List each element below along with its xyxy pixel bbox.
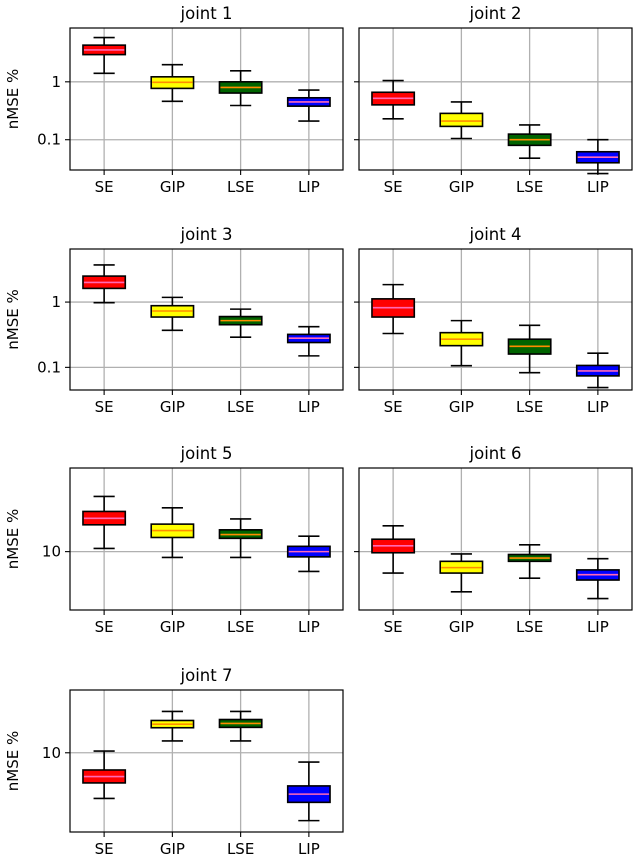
axes-frame xyxy=(358,27,633,171)
y-axis-label: nMSE % xyxy=(4,289,22,349)
y-tick-label: 1 xyxy=(51,293,61,311)
panel-title: joint 5 xyxy=(180,444,233,463)
chart-panel-3: 0.1 1 SE GIP LSE LIP joint 3 nMSE % xyxy=(4,225,344,416)
panel-title: joint 4 xyxy=(469,225,522,244)
box-lse xyxy=(507,124,552,159)
x-tick-label: LSE xyxy=(227,398,254,416)
box-se xyxy=(82,264,127,304)
box-lse xyxy=(507,324,552,374)
axes-frame xyxy=(358,467,633,611)
x-tick-label: GIP xyxy=(160,618,185,636)
chart-panel-6: SE GIP LSE LIP joint 6 xyxy=(354,444,633,636)
box-lse xyxy=(218,518,263,559)
chart-panel-1: 0.1 1 SE GIP LSE LIP joint 1 nMSE % xyxy=(4,4,344,196)
box-gip xyxy=(150,63,195,103)
x-tick-label: LSE xyxy=(516,618,543,636)
panel-title: joint 3 xyxy=(180,225,233,244)
axes-frame xyxy=(69,27,344,171)
box-gip xyxy=(439,101,484,140)
box-gip xyxy=(439,553,484,593)
axes-frame xyxy=(69,248,344,391)
x-tick-label: LSE xyxy=(227,840,254,858)
panel-title: joint 6 xyxy=(469,444,522,463)
box-se xyxy=(371,283,416,335)
x-tick-label: SE xyxy=(384,398,403,416)
x-tick-label: GIP xyxy=(160,178,185,196)
x-tick-label: LIP xyxy=(298,840,320,858)
x-tick-label: GIP xyxy=(449,398,474,416)
x-tick-label: SE xyxy=(95,178,114,196)
x-tick-label: LSE xyxy=(227,178,254,196)
x-tick-label: SE xyxy=(384,618,403,636)
box-lse xyxy=(218,308,263,338)
y-axis-label: nMSE % xyxy=(4,69,22,129)
panel-title: joint 7 xyxy=(180,666,233,685)
x-tick-label: SE xyxy=(384,178,403,196)
axes-frame xyxy=(69,689,344,833)
x-tick-label: GIP xyxy=(449,178,474,196)
box-lip xyxy=(286,761,331,822)
panel-title: joint 2 xyxy=(469,4,522,23)
panel-title: joint 1 xyxy=(180,4,233,23)
x-tick-label: LIP xyxy=(587,178,609,196)
x-tick-label: GIP xyxy=(449,618,474,636)
chart-panel-5: 10 SE GIP LSE LIP joint 5 nMSE % xyxy=(4,444,344,636)
chart-panel-4: SE GIP LSE LIP joint 4 xyxy=(354,225,633,416)
box-gip xyxy=(439,319,484,367)
box-lse xyxy=(218,710,263,742)
y-axis-label: nMSE % xyxy=(4,731,22,791)
y-tick-label: 0.1 xyxy=(37,358,61,376)
x-tick-label: LIP xyxy=(298,398,320,416)
box-lip xyxy=(286,325,331,357)
x-tick-label: GIP xyxy=(160,840,185,858)
x-tick-label: GIP xyxy=(160,398,185,416)
x-tick-label: SE xyxy=(95,618,114,636)
x-tick-label: LSE xyxy=(516,398,543,416)
axes-frame xyxy=(69,467,344,611)
box-body xyxy=(439,112,484,128)
box-lse xyxy=(507,544,552,580)
chart-panel-7: 10 SE GIP LSE LIP joint 7 nMSE % xyxy=(4,666,344,858)
y-tick-label: 10 xyxy=(42,543,61,561)
box-se xyxy=(82,750,127,800)
box-se xyxy=(82,36,127,75)
y-tick-label: 10 xyxy=(42,744,61,762)
box-lip xyxy=(286,535,331,573)
box-se xyxy=(371,79,416,120)
x-tick-label: LIP xyxy=(587,398,609,416)
box-lip xyxy=(575,138,620,175)
box-se xyxy=(82,495,127,550)
axes-frame xyxy=(358,248,633,391)
box-lse xyxy=(218,69,263,107)
box-se xyxy=(371,525,416,574)
box-gip xyxy=(150,710,195,742)
chart-panel-2: SE GIP LSE LIP joint 2 xyxy=(354,4,633,196)
box-lip xyxy=(286,89,331,122)
y-tick-label: 0.1 xyxy=(37,131,61,149)
x-tick-label: LIP xyxy=(587,618,609,636)
y-axis-label: nMSE % xyxy=(4,509,22,569)
box-lip xyxy=(575,352,620,389)
box-gip xyxy=(150,296,195,332)
x-tick-label: SE xyxy=(95,398,114,416)
x-tick-label: LSE xyxy=(227,618,254,636)
x-tick-label: LIP xyxy=(298,618,320,636)
x-tick-label: LIP xyxy=(298,178,320,196)
y-tick-label: 1 xyxy=(51,73,61,91)
box-lip xyxy=(575,557,620,600)
box-gip xyxy=(150,506,195,559)
x-tick-label: LSE xyxy=(516,178,543,196)
x-tick-label: SE xyxy=(95,840,114,858)
